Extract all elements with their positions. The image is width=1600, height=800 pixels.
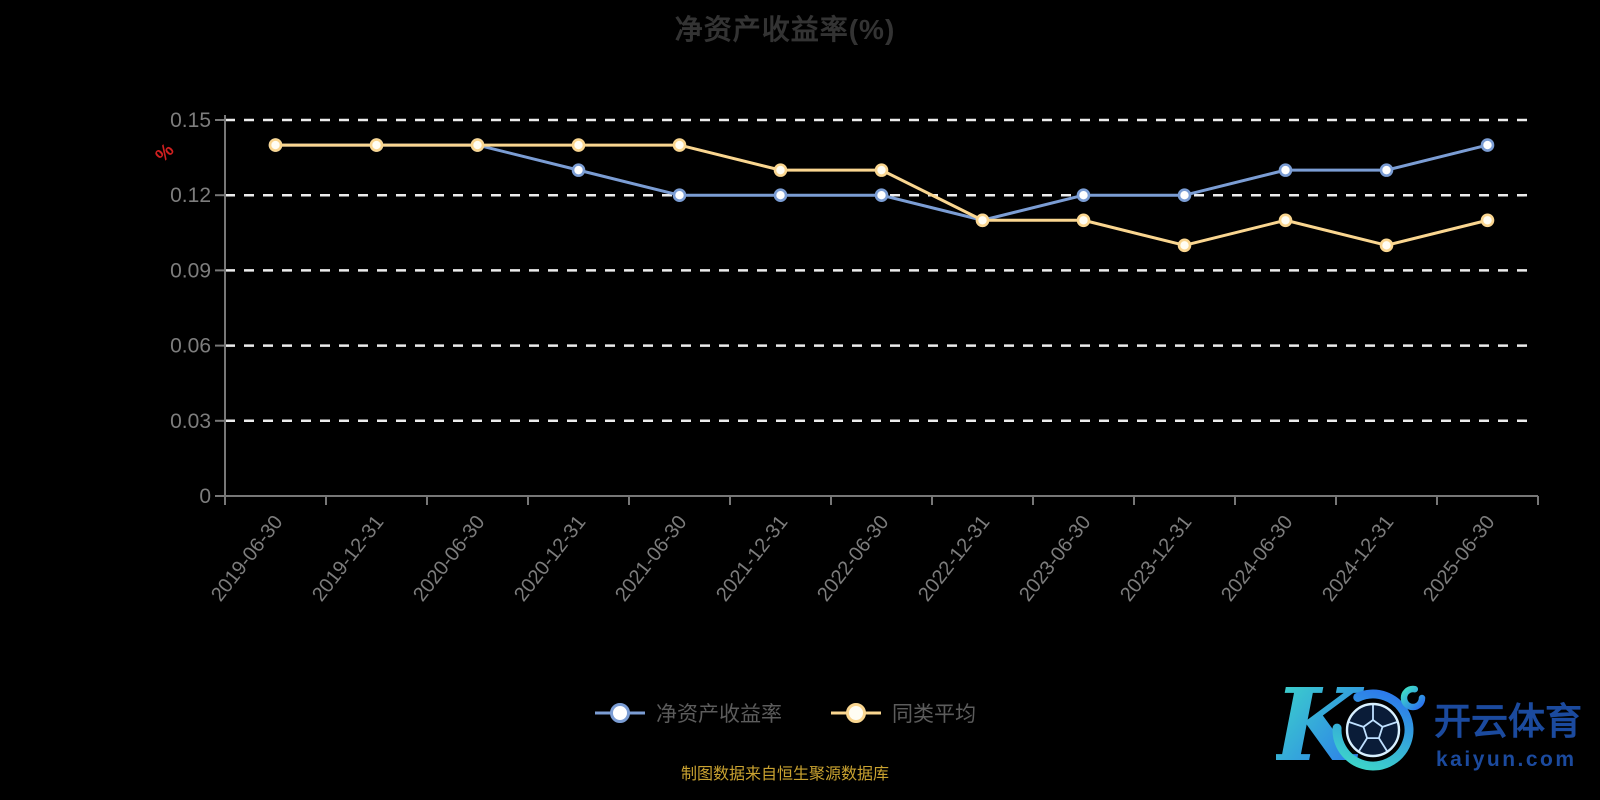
data-point-marker[interactable]: [975, 213, 990, 228]
x-axis-tick-label: 2021-06-30: [611, 512, 691, 606]
watermark-domain-text: kaiyun.com: [1436, 748, 1577, 771]
legend-item-0[interactable]: 净资产收益率: [594, 698, 782, 728]
data-point-marker[interactable]: [571, 138, 586, 152]
chart-title: 净资产收益率(%): [674, 14, 896, 45]
x-axis-tick-label: 2019-12-31: [308, 512, 388, 606]
x-axis-tick-label: 2023-06-30: [1015, 512, 1095, 606]
x-axis-tick-label: 2024-06-30: [1217, 512, 1297, 606]
data-point-marker[interactable]: [773, 188, 788, 202]
data-point-marker[interactable]: [1379, 163, 1394, 177]
data-point-marker[interactable]: [369, 138, 384, 152]
data-source-caption: 制图数据来自恒生聚源数据库: [680, 766, 889, 783]
y-axis-tick-label: 0.09: [170, 259, 211, 282]
x-axis-tick-label: 2020-12-31: [510, 512, 590, 606]
y-axis-tick-label: 0: [199, 485, 211, 508]
x-axis-tick-label: 2022-06-30: [813, 512, 893, 606]
legend-marker-icon: [831, 703, 881, 723]
data-point-marker[interactable]: [1278, 163, 1293, 177]
x-axis-tick-label: 2023-12-31: [1116, 512, 1196, 606]
y-axis-tick-label: 0.15: [170, 109, 211, 132]
data-point-marker[interactable]: [1177, 188, 1192, 202]
data-point-marker[interactable]: [268, 138, 283, 152]
x-axis-labels: 2019-06-30 2019-12-31 2020-06-30 2020-12-31…: [207, 512, 1499, 606]
series-0: [268, 138, 1495, 228]
data-point-marker[interactable]: [874, 188, 889, 202]
series-1: [268, 138, 1495, 253]
x-axis-tick-label: 2025-06-30: [1419, 512, 1499, 606]
y-axis-tick-label: 0.06: [170, 335, 211, 358]
data-point-marker[interactable]: [1480, 213, 1495, 228]
data-point-marker[interactable]: [1480, 138, 1495, 152]
data-point-marker[interactable]: [672, 138, 687, 152]
x-axis-tick-label: 2020-06-30: [409, 512, 489, 606]
x-axis-tick-label: 2022-12-31: [914, 512, 994, 606]
y-axis-unit-label: %: [152, 140, 179, 167]
chart-legend: 净资产收益率 同类平均: [0, 698, 1570, 728]
data-point-marker[interactable]: [571, 163, 586, 177]
data-point-marker[interactable]: [1177, 238, 1192, 253]
data-point-marker[interactable]: [1379, 238, 1394, 253]
y-axis-tick-label: 0.03: [170, 410, 211, 433]
watermark-cn-text: 开云体育: [1434, 701, 1582, 742]
x-axis-tick-label: 2021-12-31: [712, 512, 792, 606]
y-axis-tick-label: 0.12: [170, 184, 211, 207]
x-axis-tick-label: 2019-06-30: [207, 512, 287, 606]
legend-marker-icon: [595, 703, 645, 723]
kaiyun-watermark-logo: K 开云体育 kaiyun.com: [1276, 668, 1582, 778]
legend-item-1[interactable]: 同类平均: [830, 698, 976, 728]
data-point-marker[interactable]: [1076, 213, 1091, 228]
roe-line-chart: 0 0.03 0.06 0.09 0.12 0.15 2019-06-30 2019-12-3…: [152, 109, 1539, 606]
data-point-marker[interactable]: [1278, 213, 1293, 228]
series-line: [275, 143, 1488, 222]
soccer-ball-icon: [1345, 702, 1401, 758]
axes: 0 0.03 0.06 0.09 0.12 0.15: [170, 109, 1539, 508]
data-point-marker[interactable]: [672, 188, 687, 202]
legend-label: 净资产收益率: [656, 703, 782, 726]
data-point-marker[interactable]: [773, 163, 788, 177]
gridlines: [225, 118, 1528, 423]
x-axis-tick-label: 2024-12-31: [1318, 512, 1398, 606]
data-point-marker[interactable]: [470, 138, 485, 152]
data-point-marker[interactable]: [874, 163, 889, 177]
legend-label: 同类平均: [892, 703, 976, 726]
data-point-marker[interactable]: [1076, 188, 1091, 202]
